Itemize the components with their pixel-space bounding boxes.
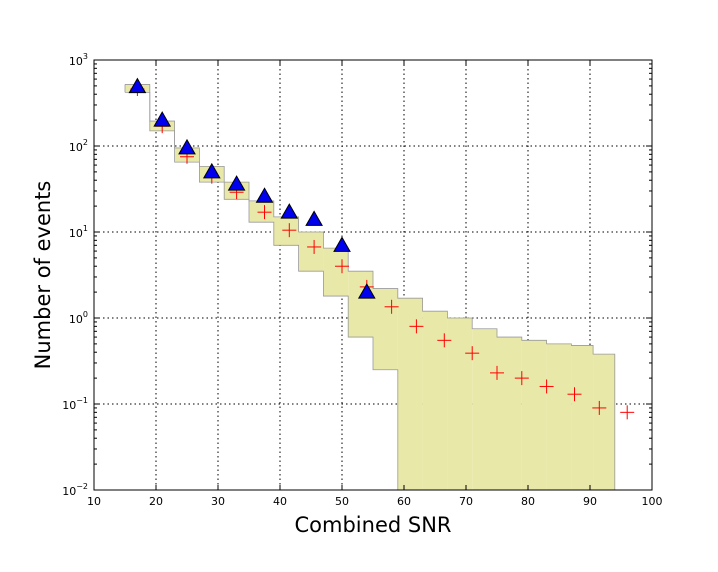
band-bin — [348, 271, 373, 338]
x-tick-label: 40 — [273, 495, 287, 508]
plus-point — [384, 299, 399, 314]
triangle-point — [357, 283, 376, 299]
x-tick-label: 30 — [211, 495, 225, 508]
y-tick-label: 103 — [69, 52, 88, 68]
triangle-point — [333, 236, 351, 252]
plot-frame — [93, 59, 653, 491]
x-tick-label: 60 — [397, 495, 411, 508]
band-bin — [447, 318, 473, 490]
triangle-point — [280, 203, 299, 219]
plus-point — [335, 259, 349, 274]
band-bin — [397, 298, 423, 490]
x-axis-ticks: 10 20 30 40 50 60 70 80 90 100 — [87, 60, 663, 508]
x-axis-title: Combined SNR — [295, 513, 452, 537]
y-axis-title: Number of events — [31, 181, 55, 370]
plus-point — [620, 405, 635, 420]
x-tick-label: 100 — [642, 495, 663, 508]
band-bin — [323, 248, 349, 297]
triangle-point — [255, 187, 274, 203]
plus-point — [539, 379, 554, 394]
band-bin — [571, 345, 594, 490]
expected-range-band — [124, 84, 616, 491]
x-tick-label: 20 — [149, 495, 163, 508]
plus-point — [514, 371, 529, 386]
band-upper-edge — [125, 84, 616, 490]
plus-point — [257, 205, 272, 220]
x-tick-label: 50 — [335, 495, 349, 508]
band-bin — [249, 200, 274, 223]
y-axis-ticks: 10−2 10−1 100 101 102 103 — [62, 52, 652, 498]
triangle-point — [227, 175, 246, 191]
y-tick-label: 10−1 — [62, 396, 88, 412]
triangle-point — [202, 162, 221, 179]
band-bin — [593, 354, 615, 490]
triangle-series — [128, 77, 376, 299]
y-tick-label: 101 — [69, 224, 88, 240]
band-bin — [497, 337, 522, 490]
plus-point — [437, 333, 452, 348]
x-tick-label: 90 — [583, 495, 597, 508]
x-tick-label: 70 — [459, 495, 473, 508]
plus-series — [130, 82, 635, 420]
band-bin — [546, 343, 572, 490]
triangle-point — [128, 77, 147, 94]
x-tick-label: 10 — [87, 495, 101, 508]
band-bin — [373, 288, 398, 370]
plus-point — [592, 400, 607, 415]
y-tick-label: 102 — [69, 138, 88, 154]
band-bin — [298, 232, 324, 272]
triangle-point — [305, 210, 323, 226]
band-bin — [273, 216, 299, 246]
triangle-point — [178, 138, 196, 155]
plus-point — [490, 365, 504, 380]
band-bin — [422, 311, 448, 490]
x-tick-label: 80 — [521, 495, 535, 508]
y-tick-label: 10−2 — [62, 482, 88, 498]
band-bin — [472, 328, 497, 490]
band-bin — [521, 340, 547, 490]
plus-point — [465, 346, 480, 361]
y-tick-label: 100 — [69, 310, 88, 326]
plus-point — [567, 387, 582, 402]
triangle-point — [153, 111, 172, 127]
plus-point — [409, 319, 424, 334]
plus-point — [307, 239, 322, 254]
plus-point — [282, 223, 297, 238]
